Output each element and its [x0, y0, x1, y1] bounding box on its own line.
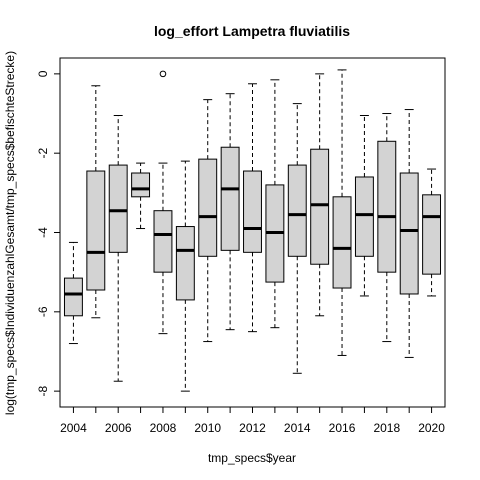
box-iqr [86, 170, 106, 291]
box-2016 [332, 69, 352, 356]
y-tick-label: 0 [36, 70, 50, 77]
box-2005 [86, 85, 106, 319]
box-2006 [108, 115, 128, 382]
box-iqr [131, 172, 151, 198]
x-tick-label: 2018 [373, 421, 400, 435]
box-2009 [175, 160, 195, 392]
x-tick-label: 2008 [150, 421, 177, 435]
chart-title: log_effort Lampetra fluviatilis [154, 23, 350, 39]
y-axis: 0 -2 -4 -6 -8 [36, 70, 61, 396]
box-iqr [243, 170, 262, 253]
box-2019 [399, 109, 419, 358]
box-2015 [310, 73, 330, 317]
x-tick-label: 2020 [418, 421, 445, 435]
box-2004 [63, 241, 83, 345]
box-iqr [108, 164, 128, 253]
box-2020 [422, 168, 442, 297]
x-tick-label: 2016 [329, 421, 356, 435]
x-axis: 2004 2006 2008 2010 2012 2014 2016 2018 2020 [60, 406, 445, 435]
y-tick-label: -2 [36, 148, 50, 159]
box-2017 [354, 115, 374, 297]
x-tick-label: 2004 [60, 421, 87, 435]
box-iqr [310, 148, 330, 265]
y-tick-label: -8 [36, 385, 50, 396]
box-2010 [198, 99, 218, 343]
box-iqr [220, 146, 240, 251]
box-2012 [243, 83, 262, 333]
box-2011 [220, 93, 240, 331]
box-iqr [399, 172, 419, 295]
x-tick-label: 2010 [194, 421, 221, 435]
box-iqr [63, 277, 83, 317]
outlier-point [159, 70, 167, 78]
box-2007 [131, 162, 151, 230]
x-tick-label: 2012 [239, 421, 266, 435]
y-tick-label: -6 [36, 306, 50, 317]
x-tick-label: 2006 [105, 421, 132, 435]
x-axis-label: tmp_specs$year [208, 451, 296, 465]
box-iqr [377, 140, 397, 273]
boxplot-series [63, 69, 442, 392]
box-iqr [354, 176, 374, 257]
box-2013 [265, 79, 285, 329]
box-iqr [332, 196, 352, 289]
box-iqr [153, 210, 173, 273]
box-2008 [153, 70, 173, 335]
y-axis-label: log(tmp_specs$IndividuenzahlGesamt/tmp_s… [3, 51, 17, 415]
x-tick-label: 2014 [284, 421, 311, 435]
box-2014 [287, 103, 307, 374]
box-iqr [175, 226, 195, 301]
box-iqr [422, 194, 442, 275]
box-iqr [287, 164, 307, 257]
box-2018 [377, 113, 397, 343]
y-tick-label: -4 [36, 227, 50, 238]
box-iqr [198, 158, 218, 257]
